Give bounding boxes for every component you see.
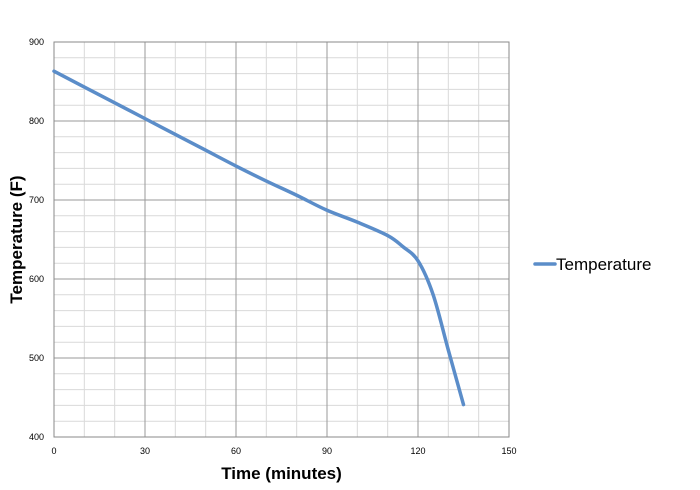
y-tick-label: 500 [29,353,44,363]
x-tick-label: 90 [322,446,332,456]
y-tick-label: 700 [29,195,44,205]
y-axis-title: Temperature (F) [7,175,26,303]
series-lines [52,69,466,407]
y-tick-label: 800 [29,116,44,126]
x-tick-label: 60 [231,446,241,456]
y-tick-label: 600 [29,274,44,284]
plot-border [53,41,510,438]
series-line-temperature [52,69,466,407]
x-tick-label: 150 [501,446,516,456]
x-tick-label: 30 [140,446,150,456]
x-tick-label: 0 [51,446,56,456]
y-axis-ticks: 400 500 600 700 800 900 [29,37,44,442]
legend-label-temperature: Temperature [556,255,651,274]
major-gridlines [54,42,509,437]
minor-gridlines [54,42,509,437]
x-tick-label: 120 [410,446,425,456]
y-tick-label: 400 [29,432,44,442]
x-axis-title: Time (minutes) [221,464,342,483]
legend: Temperature [533,255,651,274]
y-tick-label: 900 [29,37,44,47]
x-axis-ticks: 0 30 60 90 120 150 [51,446,516,456]
